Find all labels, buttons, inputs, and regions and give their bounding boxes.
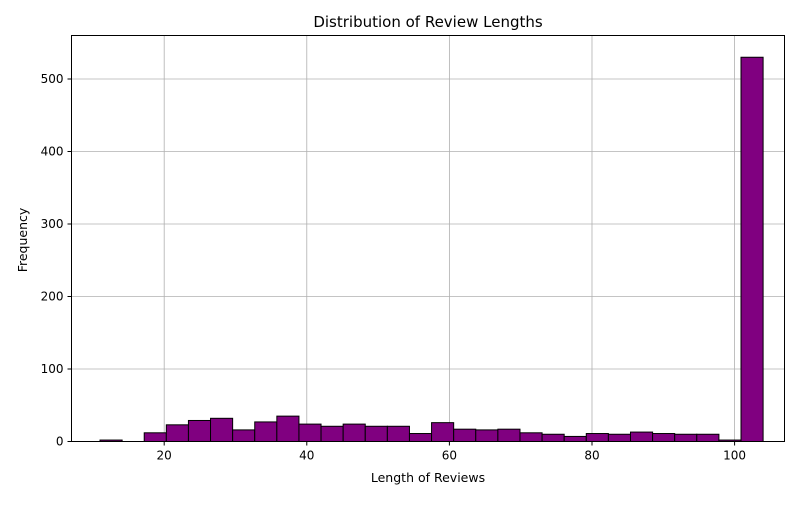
histogram-bar [210,417,234,442]
y-tick-label: 400 [41,145,64,159]
histogram-bar [232,429,256,442]
histogram-bar [320,425,344,442]
y-tick-label: 0 [56,435,64,449]
histogram-bar [563,435,587,442]
histogram-bar [298,423,322,443]
histogram-bar [143,432,167,442]
x-axis-label: Length of Reviews [371,470,485,485]
x-axis: 20 40 60 80 100 [157,441,746,463]
bars-layer [99,56,764,443]
y-tick-label: 300 [41,217,64,231]
histogram-bar [453,428,477,442]
x-tick-label: 100 [723,449,746,463]
histogram-bar [364,425,388,442]
y-axis-label: Frequency [15,207,30,272]
grid-layer [71,35,785,442]
histogram-bar [342,423,366,443]
y-tick-label: 500 [41,72,64,86]
histogram-bar [276,415,300,442]
histogram-bar [475,429,499,442]
y-tick-label: 200 [41,290,64,304]
x-tick-label: 40 [299,449,314,463]
histogram-bar [607,433,631,442]
histogram-bar [541,433,565,442]
histogram-bar [431,422,455,442]
x-tick-label: 20 [157,449,172,463]
histogram-bar [674,433,698,442]
histogram-bar [187,419,212,443]
histogram-bar [519,432,543,442]
chart-title: Distribution of Review Lengths [313,13,543,31]
histogram-bar [165,424,189,443]
y-axis: 0 100 200 300 400 500 [41,72,72,449]
histogram-bar [740,56,764,442]
histogram-bar [629,431,654,443]
histogram-bar [585,433,609,442]
plot-area-frame [71,35,785,442]
x-tick-label: 60 [442,449,457,463]
histogram-bar [254,421,278,442]
histogram-bar [386,425,410,442]
x-tick-label: 80 [584,449,599,463]
histogram-bar [408,433,433,442]
histogram-bar [652,433,676,442]
histogram-bar [497,428,521,442]
y-tick-label: 100 [41,362,64,376]
histogram-bar [696,433,720,442]
